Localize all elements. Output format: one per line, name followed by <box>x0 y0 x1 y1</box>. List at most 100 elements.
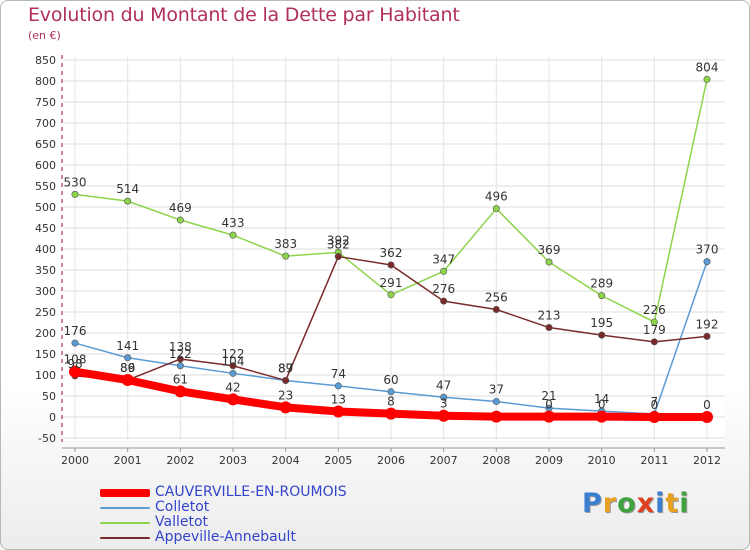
data-label: 179 <box>643 323 666 337</box>
data-point <box>437 409 450 422</box>
data-point <box>229 369 237 377</box>
y-tick-label: 300 <box>35 285 56 298</box>
data-point <box>650 338 658 346</box>
data-label: 469 <box>169 201 192 215</box>
data-label: 514 <box>116 182 139 196</box>
data-point <box>387 291 395 299</box>
data-point <box>440 393 448 401</box>
x-tick-label: 2001 <box>114 454 142 467</box>
x-tick-label: 2008 <box>482 454 510 467</box>
data-label: 61 <box>173 372 188 386</box>
data-label: 98 <box>67 357 82 371</box>
data-label: 89 <box>120 361 135 375</box>
data-label: 74 <box>331 367 346 381</box>
x-tick-label: 2005 <box>324 454 352 467</box>
data-label: 0 <box>598 398 606 412</box>
data-label: 122 <box>169 347 192 361</box>
data-point <box>650 318 658 326</box>
data-label: 530 <box>64 175 87 189</box>
data-label: 42 <box>225 380 240 394</box>
data-label: 86 <box>120 361 135 375</box>
data-label: 21 <box>541 389 556 403</box>
data-label: 14 <box>594 392 609 406</box>
data-label: 383 <box>274 237 297 251</box>
data-point <box>71 190 79 198</box>
legend-label: CAUVERVILLE-EN-ROUMOIS <box>155 484 347 500</box>
data-point <box>124 354 132 362</box>
data-point <box>598 292 606 300</box>
data-label: 369 <box>538 243 561 257</box>
data-point <box>492 205 500 213</box>
data-label: 433 <box>222 216 245 230</box>
data-point <box>703 332 711 340</box>
y-tick-label: -50 <box>38 432 56 445</box>
data-label: 370 <box>696 243 719 257</box>
data-label: 87 <box>278 361 293 375</box>
data-point <box>229 362 237 370</box>
x-tick-label: 2011 <box>640 454 668 467</box>
y-tick-label: 50 <box>42 390 56 403</box>
data-point <box>174 385 187 398</box>
chart-title: Evolution du Montant de la Dette par Hab… <box>28 4 460 26</box>
y-tick-label: 850 <box>35 54 56 67</box>
data-label: 347 <box>432 252 455 266</box>
data-point <box>440 267 448 275</box>
x-tick-label: 2003 <box>219 454 247 467</box>
y-tick-label: 150 <box>35 348 56 361</box>
x-tick-label: 2007 <box>430 454 458 467</box>
data-label: 108 <box>64 353 87 367</box>
data-label: 804 <box>696 60 719 74</box>
data-label: 138 <box>169 340 192 354</box>
legend-swatch <box>100 537 150 539</box>
data-label: 213 <box>538 309 561 323</box>
data-label: 122 <box>222 347 245 361</box>
x-tick-label: 2006 <box>377 454 405 467</box>
data-point <box>385 407 397 420</box>
data-label: 289 <box>590 277 613 291</box>
data-point <box>71 339 79 347</box>
x-tick-label: 2000 <box>61 454 89 467</box>
y-tick-label: 800 <box>35 75 56 88</box>
y-tick-label: 500 <box>35 201 56 214</box>
data-point <box>332 405 345 418</box>
data-label: 89 <box>278 361 293 375</box>
y-tick-label: 400 <box>35 243 56 256</box>
data-label: 256 <box>485 290 508 304</box>
data-point <box>176 355 184 363</box>
data-point <box>492 305 500 313</box>
data-label: 8 <box>387 395 395 409</box>
data-point <box>387 388 395 396</box>
data-point <box>490 410 503 423</box>
data-point <box>598 331 606 339</box>
data-point <box>703 75 711 83</box>
data-point <box>227 393 239 406</box>
data-label: 13 <box>331 393 346 407</box>
data-point <box>595 410 608 423</box>
data-point <box>121 374 134 387</box>
legend-swatch <box>100 522 150 524</box>
data-point <box>492 397 500 405</box>
data-label: 382 <box>327 238 350 252</box>
chart-subtitle: (en €) <box>28 29 61 42</box>
data-point <box>701 411 713 423</box>
x-tick-label: 2004 <box>272 454 300 467</box>
x-tick-label: 2010 <box>588 454 616 467</box>
data-label: 7 <box>651 395 659 409</box>
data-point <box>229 231 237 239</box>
data-label: 0 <box>651 398 659 412</box>
data-label: 276 <box>432 282 455 296</box>
data-point <box>648 411 661 423</box>
legend-swatch <box>100 507 150 509</box>
y-tick-label: 250 <box>35 306 56 319</box>
y-tick-label: 600 <box>35 159 56 172</box>
data-label: 60 <box>383 373 398 387</box>
data-label: 291 <box>380 276 403 290</box>
data-label: 195 <box>590 316 613 330</box>
data-label: 392 <box>327 233 350 247</box>
data-point <box>282 252 290 260</box>
legend-swatch <box>100 489 150 497</box>
y-tick-label: 0 <box>49 411 56 424</box>
data-point <box>703 258 711 266</box>
